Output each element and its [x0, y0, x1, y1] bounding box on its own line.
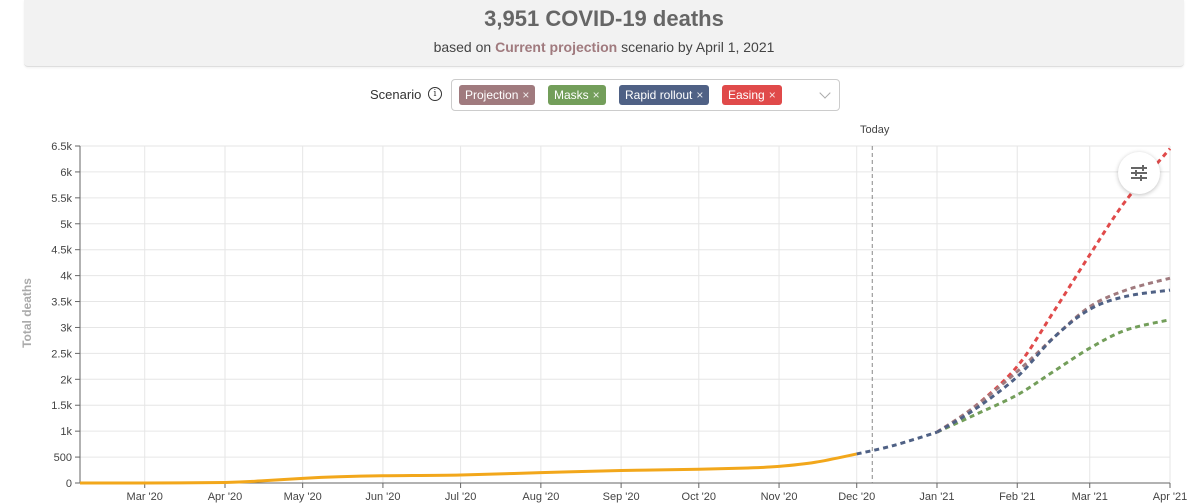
- x-tick-label: Jun '20: [365, 491, 400, 503]
- y-tick-label: 5k: [60, 219, 72, 231]
- x-tick-label: Mar '20: [127, 491, 163, 503]
- y-tick-label: 1.5k: [51, 400, 72, 412]
- y-tick-label: 6.5k: [51, 141, 72, 153]
- y-tick-label: 3.5k: [51, 297, 72, 309]
- info-icon[interactable]: i: [428, 87, 442, 101]
- x-tick-label: Mar '21: [1072, 491, 1108, 503]
- x-tick-label: Apr '20: [208, 491, 243, 503]
- x-tick-label: Oct '20: [682, 491, 717, 503]
- x-tick-label: Sep '20: [603, 491, 640, 503]
- y-tick-label: 500: [54, 452, 72, 464]
- series-line-0: [79, 452, 858, 485]
- series-line-5: [936, 288, 1171, 434]
- x-tick-label: Apr '21: [1153, 491, 1188, 503]
- series: [79, 147, 1172, 485]
- subtitle-prefix: based on: [433, 39, 492, 55]
- x-tick-label: May '20: [284, 491, 322, 503]
- y-tick-label: 3k: [60, 322, 72, 334]
- chip-label: Easing: [728, 88, 765, 102]
- chip-projection: Projection ×: [459, 85, 536, 105]
- subtitle-scenario-name: Current projection: [495, 39, 618, 55]
- today-label: Today: [860, 124, 890, 136]
- y-tick-label: 5.5k: [51, 193, 72, 205]
- chip-label: Projection: [465, 88, 519, 102]
- y-tick-label: 0: [66, 478, 72, 490]
- summary-card: 3,951 COVID-19 deaths based on Current p…: [24, 0, 1184, 67]
- remove-masks-icon[interactable]: ×: [592, 88, 600, 102]
- chip-rapid-rollout: Rapid rollout ×: [619, 85, 710, 105]
- x-tick-label: Aug '20: [522, 491, 559, 503]
- subtitle-suffix: scenario by April 1, 2021: [621, 39, 775, 55]
- chip-label: Rapid rollout: [625, 88, 693, 102]
- y-tick-label: 2.5k: [51, 348, 72, 360]
- chip-easing: Easing ×: [722, 85, 782, 105]
- remove-easing-icon[interactable]: ×: [768, 88, 776, 102]
- remove-rapid-rollout-icon[interactable]: ×: [696, 88, 704, 102]
- x-tick-label: Dec '20: [838, 491, 875, 503]
- headline-deaths: 3,951 COVID-19 deaths: [484, 6, 724, 31]
- y-tick-label: 4.5k: [51, 245, 72, 257]
- x-tick-label: Jan '21: [919, 491, 954, 503]
- sliders-icon[interactable]: [1118, 152, 1160, 194]
- series-line-2: [936, 318, 1171, 434]
- y-tick-label: 4k: [60, 271, 72, 283]
- scenario-label: Scenario: [370, 87, 422, 102]
- axes: 0 500 1k 1.5k 2k 2.5k 3k 3.5k 4k 4.5k 5k 5.5k 6k 6.5k…: [51, 141, 1187, 503]
- y-tick-label: 1k: [60, 426, 72, 438]
- deaths-chart: 0 500 1k 1.5k 2k 2.5k 3k 3.5k 4k 4.5k 5k 5.5k 6k 6.5k…: [51, 141, 1187, 503]
- scenario-filter: Scenario i Projection × Masks × Rapid roll…: [0, 79, 1200, 111]
- chevron-down-icon[interactable]: [819, 87, 831, 99]
- chip-label: Masks: [554, 88, 589, 102]
- x-tick-label: Nov '20: [761, 491, 798, 503]
- series-line-1: [856, 430, 938, 456]
- remove-projection-icon[interactable]: ×: [522, 88, 530, 102]
- series-line-4: [936, 276, 1171, 434]
- x-tick-label: Feb '21: [999, 491, 1035, 503]
- x-tick-label: Jul '20: [445, 491, 476, 503]
- grid: [80, 145, 1171, 484]
- scenario-select[interactable]: Projection × Masks × Rapid rollout × Easing…: [451, 79, 840, 111]
- headline-subtitle: based on Current projection scenario by …: [24, 39, 1184, 55]
- y-tick-label: 6k: [60, 167, 72, 179]
- y-tick-label: 2k: [60, 374, 72, 386]
- chip-masks: Masks ×: [548, 85, 606, 105]
